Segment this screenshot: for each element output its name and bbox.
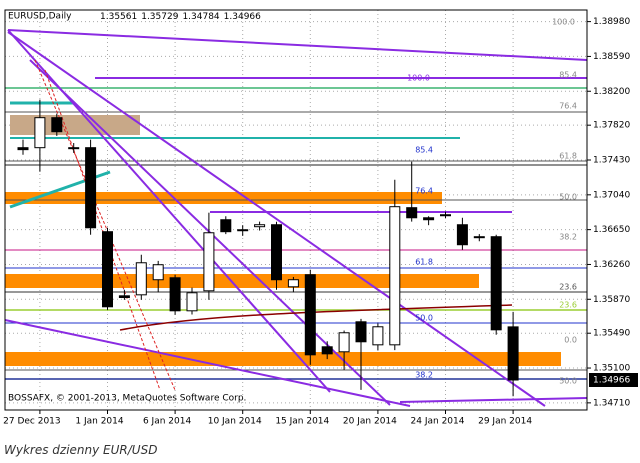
- candle-body: [321, 346, 333, 355]
- candle-body: [423, 217, 435, 221]
- ohlc-value: 1.34784: [182, 12, 219, 22]
- price-box: [589, 373, 638, 387]
- plot-area: [5, 10, 587, 410]
- y-tick-label: 1.37820: [593, 121, 630, 131]
- zone: [5, 352, 561, 366]
- candle-body: [85, 147, 97, 229]
- zone: [5, 192, 442, 204]
- fib-label: 76.4: [415, 187, 433, 196]
- fib-label: 100.0: [552, 18, 575, 27]
- candle-body: [372, 326, 384, 346]
- candle-body: [507, 326, 519, 381]
- fib-label: 38.2: [415, 371, 433, 380]
- candle-body: [118, 295, 130, 298]
- fib-label: 61.8: [559, 152, 577, 161]
- y-tick-label: 1.34710: [593, 398, 630, 408]
- candle-body: [304, 274, 316, 356]
- y-tick-label: 1.36260: [593, 260, 630, 270]
- candle-body: [186, 292, 198, 312]
- symbol: EURUSD,Daily: [8, 12, 72, 22]
- fib-label: 50.0: [559, 193, 577, 202]
- ohlc-value: 1.34966: [224, 12, 261, 22]
- plot-border: [4, 9, 588, 411]
- y-tick-label: 1.36650: [593, 225, 630, 235]
- current-price: 1.34966: [593, 376, 630, 386]
- candle-body: [287, 279, 299, 288]
- fib-label: 85.4: [559, 71, 577, 80]
- fib-label: 100.0: [407, 74, 430, 83]
- fib-label: 50.0: [415, 314, 433, 323]
- candle-body: [406, 207, 418, 219]
- x-tick-label: 1 Jan 2014: [75, 417, 123, 427]
- ohlc-value: 1.35729: [141, 12, 178, 22]
- candle-body: [220, 219, 232, 233]
- x-tick-label: 6 Jan 2014: [143, 417, 191, 427]
- fib-label: 61.8: [415, 258, 433, 267]
- candle-body: [389, 206, 401, 346]
- trend-line: [7, 29, 588, 61]
- candle-body: [203, 232, 215, 292]
- fib-label: 23.6: [559, 283, 577, 292]
- y-tick-label: 1.38200: [593, 87, 630, 97]
- candle-body: [169, 277, 181, 312]
- annotations: 100.0 85.4 100.0 76.4 85.4 61.8 50.0 76.4 38.2 61…: [407, 18, 577, 386]
- y-tick-label: 1.35100: [593, 364, 630, 374]
- ohlc-header: 1.35561 1.35729 1.34784 1.34966: [100, 12, 261, 22]
- x-tick-label: 29 Jan 2014: [478, 417, 532, 427]
- trend-line: [44, 69, 161, 391]
- candle-body: [237, 229, 249, 232]
- x-tick-label: 27 Dec 2013: [3, 417, 61, 427]
- candle-body: [355, 321, 367, 343]
- candle-body: [254, 224, 266, 228]
- chart: 100.0 85.4 100.0 76.4 85.4 61.8 50.0 76.4 38.2 61…: [3, 9, 638, 427]
- candle-body: [102, 231, 113, 308]
- fib-label: 85.4: [415, 146, 433, 155]
- moving-average: [119, 304, 513, 331]
- candle-body: [34, 117, 46, 149]
- candle-body: [68, 147, 80, 150]
- candle-body: [473, 236, 485, 239]
- y-tick-label: 1.35870: [593, 295, 630, 305]
- zone: [5, 274, 479, 288]
- y-tick-label: 1.37430: [593, 156, 630, 166]
- fib-label: 50.0: [559, 377, 577, 386]
- y-tick-label: 1.35490: [593, 329, 630, 339]
- y-tick-label: 1.38590: [593, 52, 630, 62]
- candle-body: [456, 224, 468, 246]
- x-tick-label: 15 Jan 2014: [275, 417, 329, 427]
- trend-line: [7, 31, 546, 407]
- fib-label: 38.2: [559, 233, 577, 242]
- ohlc-value: 1.35561: [100, 12, 137, 22]
- candle-body: [135, 262, 147, 296]
- candle-body: [490, 236, 502, 331]
- fib-label: 23.6: [559, 301, 577, 310]
- watermark: BOSSAFX, © 2001-2013, MetaQuotes Softwar…: [8, 394, 246, 404]
- trend-line: [4, 319, 411, 407]
- candle-body: [440, 214, 451, 217]
- trend-line: [399, 397, 588, 403]
- caption: Wykres dzienny EUR/USD: [4, 443, 158, 457]
- y-tick-label: 1.38980: [593, 17, 630, 27]
- y-tick-label: 1.37040: [593, 190, 630, 200]
- fib-label: 0.0: [564, 336, 577, 345]
- candle-body: [338, 332, 350, 353]
- fib-label: 76.4: [559, 102, 577, 111]
- candle-body: [51, 117, 63, 133]
- candles: [17, 99, 519, 397]
- x-tick-label: 20 Jan 2014: [343, 417, 397, 427]
- x-tick-label: 10 Jan 2014: [208, 417, 262, 427]
- x-tick-label: 24 Jan 2014: [411, 417, 465, 427]
- candle-body: [17, 147, 29, 151]
- zone: [10, 115, 140, 135]
- candle-body: [152, 264, 164, 281]
- candle-body: [271, 224, 282, 281]
